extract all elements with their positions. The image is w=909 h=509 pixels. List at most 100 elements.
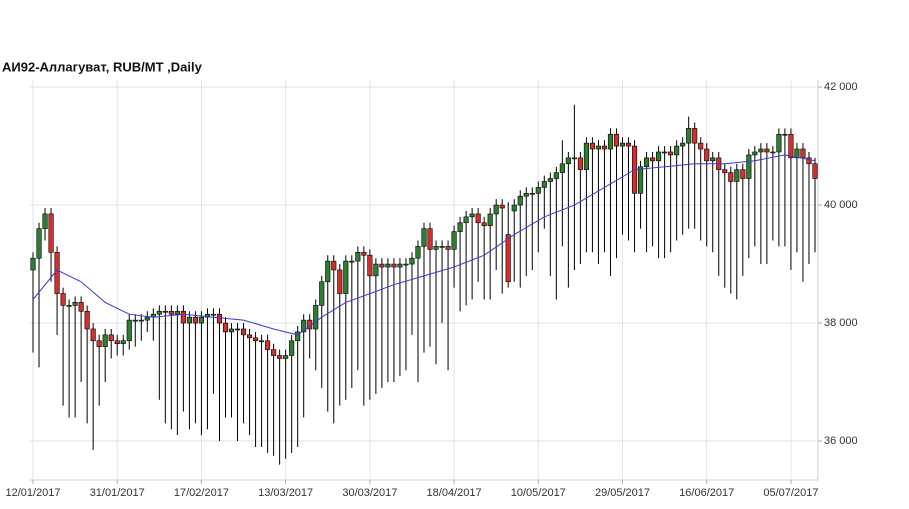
candle-body xyxy=(186,316,192,324)
candle-body xyxy=(174,310,180,315)
candle-body xyxy=(216,313,223,324)
x-tick-label: 05/07/2017 xyxy=(763,487,818,499)
candle-body xyxy=(698,142,704,150)
candle-body xyxy=(650,157,656,162)
candle-body xyxy=(301,319,307,333)
candle-body xyxy=(295,331,301,342)
candle-body xyxy=(499,204,505,209)
candle-body xyxy=(162,310,168,313)
candle-body xyxy=(427,228,433,250)
x-tick-label: 31/01/2017 xyxy=(90,487,145,499)
candle-body xyxy=(325,260,331,283)
y-tick-label: 36 000 xyxy=(824,435,858,447)
candle-body xyxy=(126,319,132,342)
candle-body xyxy=(349,260,355,263)
candle-body xyxy=(770,151,776,154)
candle-body xyxy=(84,310,90,330)
candle-body xyxy=(90,328,96,342)
moving-average xyxy=(32,154,816,336)
candle-body xyxy=(451,231,457,250)
candle-body xyxy=(102,334,108,347)
candle-body xyxy=(680,142,686,147)
candle-body xyxy=(511,204,517,212)
candle-body xyxy=(457,222,463,232)
x-tick-label: 12/01/2017 xyxy=(5,487,60,499)
candle-body xyxy=(78,302,84,312)
candle-body xyxy=(553,172,559,179)
candle-body xyxy=(367,254,373,277)
candle-body xyxy=(559,163,565,173)
candle-body xyxy=(746,154,752,179)
candle-body xyxy=(120,340,126,345)
candle-body xyxy=(259,340,265,343)
candle-body xyxy=(487,213,493,227)
candle-body xyxy=(710,157,716,162)
candle-body xyxy=(403,263,409,266)
candle-body xyxy=(397,263,403,268)
candle-body xyxy=(114,340,120,345)
candle-body xyxy=(54,251,60,294)
candle-body xyxy=(475,213,481,224)
candle-body xyxy=(782,133,788,136)
candle-body xyxy=(607,133,614,150)
candle-body xyxy=(283,355,289,359)
candle-body xyxy=(764,148,770,153)
candle-body xyxy=(385,263,391,268)
candle-body xyxy=(674,145,680,156)
x-tick-label: 29/05/2017 xyxy=(595,487,650,499)
x-tick-label: 30/03/2017 xyxy=(342,487,397,499)
candle-body xyxy=(66,305,72,307)
candle-body xyxy=(439,246,445,248)
candle-body xyxy=(234,328,241,331)
candle-body xyxy=(198,316,204,324)
candle-body xyxy=(535,187,541,194)
candle-body xyxy=(222,322,229,333)
candle-body xyxy=(421,228,427,247)
candle-body xyxy=(463,216,469,224)
candle-body xyxy=(355,251,361,262)
candle-body xyxy=(277,355,283,359)
candle-body xyxy=(319,281,325,306)
candle-body xyxy=(433,246,439,250)
candle-body xyxy=(343,260,349,294)
candle-body xyxy=(379,263,385,268)
candle-body xyxy=(806,157,812,165)
candle-body xyxy=(571,157,577,160)
x-tick-label: 17/02/2017 xyxy=(174,487,229,499)
candle-body xyxy=(289,340,295,356)
candle-body xyxy=(415,246,421,259)
candle-body xyxy=(253,337,259,342)
candle-body xyxy=(644,157,650,168)
candle-body xyxy=(36,228,42,259)
candle-body xyxy=(271,349,277,356)
candle-body xyxy=(391,263,397,268)
candle-body xyxy=(800,148,806,159)
y-tick-label: 42 000 xyxy=(824,81,858,93)
y-tick-label: 38 000 xyxy=(824,317,858,329)
candle-body xyxy=(794,148,800,159)
candle-body xyxy=(247,334,253,339)
candle-body xyxy=(734,169,740,182)
candle-body xyxy=(577,157,583,170)
candle-body xyxy=(228,328,235,333)
candle-body xyxy=(144,316,150,321)
candle-body xyxy=(168,310,174,315)
candle-body xyxy=(517,195,523,206)
candle-body xyxy=(481,222,487,227)
candle-body xyxy=(758,148,764,153)
candle-body xyxy=(788,133,794,159)
candle-body xyxy=(96,340,102,347)
candle-body xyxy=(445,246,451,250)
candle-body xyxy=(265,340,271,350)
candle-body xyxy=(192,316,198,324)
candle-body xyxy=(337,269,343,294)
x-tick-label: 13/03/2017 xyxy=(258,487,313,499)
candle-body xyxy=(740,169,746,179)
candle-body xyxy=(656,151,662,162)
candle-body xyxy=(373,263,379,277)
candle-body xyxy=(589,142,595,150)
candle-body xyxy=(583,142,589,170)
candle-body xyxy=(704,148,710,162)
candle-body xyxy=(686,128,692,144)
candle-body xyxy=(409,257,415,265)
